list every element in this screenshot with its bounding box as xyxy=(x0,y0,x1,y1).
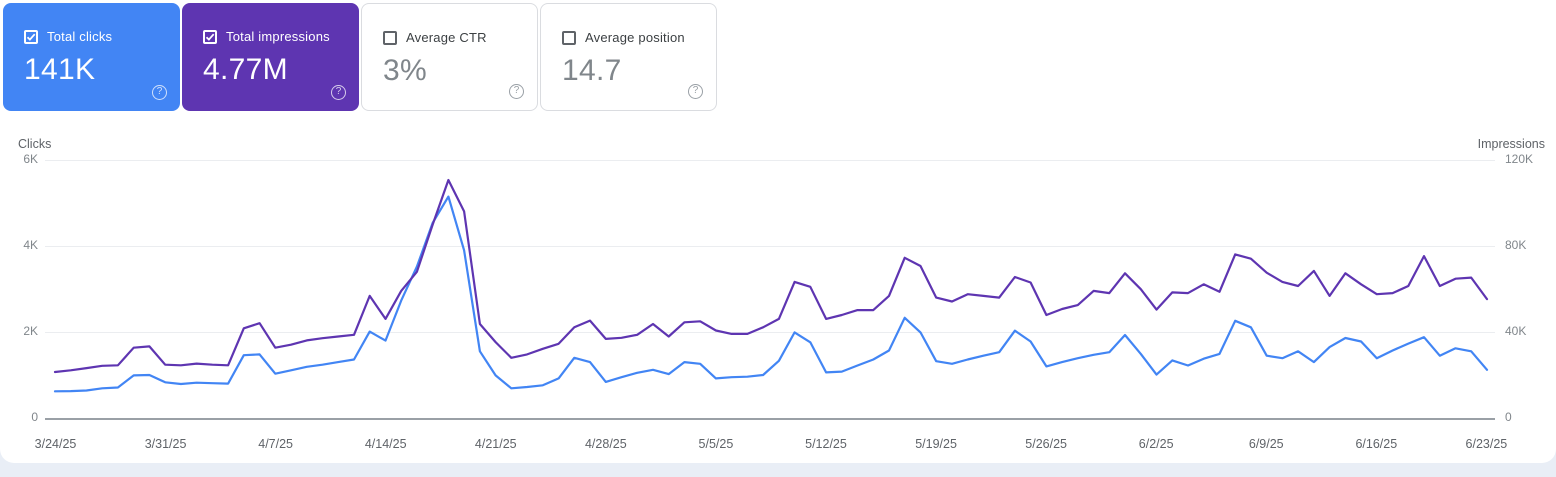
metric-card-average-ctr[interactable]: Average CTR 3% ? xyxy=(361,3,538,111)
x-axis-date-label: 3/24/25 xyxy=(34,437,77,451)
x-axis-date-label: 5/19/25 xyxy=(915,437,957,451)
metric-card-label: Total impressions xyxy=(226,29,330,44)
metric-card-label: Total clicks xyxy=(47,29,113,44)
zero-axis-line xyxy=(45,418,1495,420)
right-tick-label: 80K xyxy=(1505,238,1527,252)
left-tick-label: 2K xyxy=(23,324,38,338)
metric-card-value: 14.7 xyxy=(562,54,622,87)
metric-card-value: 4.77M xyxy=(203,53,288,86)
x-axis-date-label: 5/5/25 xyxy=(698,437,734,451)
performance-chart-svg[interactable] xyxy=(45,160,1495,418)
x-axis-date-label: 4/28/25 xyxy=(584,437,627,451)
help-icon[interactable]: ? xyxy=(688,84,703,99)
total-impressions-checkbox[interactable] xyxy=(203,29,217,44)
metric-card-label: Average CTR xyxy=(406,30,487,45)
right-tick-label: 0 xyxy=(1505,410,1512,424)
impressions-line xyxy=(53,178,1489,374)
metric-card-label: Average position xyxy=(585,30,685,45)
x-axis-date-label: 3/31/25 xyxy=(144,437,187,451)
right-tick-label: 40K xyxy=(1505,324,1527,338)
x-axis-date-label: 4/7/25 xyxy=(258,437,294,451)
metric-cards-row: Total clicks 141K ? Total impressions 4.… xyxy=(3,3,717,111)
metric-card-value: 3% xyxy=(383,54,427,87)
metric-card-value: 141K xyxy=(24,53,96,86)
x-axis-date-label: 4/21/25 xyxy=(474,437,517,451)
left-axis-title: Clicks xyxy=(18,137,52,151)
checkmark-icon xyxy=(26,33,36,41)
help-icon[interactable]: ? xyxy=(509,84,524,99)
average-ctr-checkbox[interactable] xyxy=(383,30,397,45)
x-axis-date-label: 4/14/25 xyxy=(364,437,407,451)
right-tick-label: 120K xyxy=(1505,152,1534,166)
x-axis-date-label: 6/23/25 xyxy=(1465,437,1508,451)
x-axis-date-label: 5/26/25 xyxy=(1025,437,1067,451)
x-axis-date-label: 5/12/25 xyxy=(805,437,847,451)
x-axis-date-label: 6/9/25 xyxy=(1248,437,1284,451)
metric-card-average-position[interactable]: Average position 14.7 ? xyxy=(540,3,717,111)
help-icon[interactable]: ? xyxy=(331,85,346,100)
gridline xyxy=(45,332,1495,333)
metric-card-total-clicks[interactable]: Total clicks 141K ? xyxy=(3,3,180,111)
left-tick-label: 4K xyxy=(23,238,38,252)
x-axis-date-label: 6/2/25 xyxy=(1138,437,1174,451)
x-axis-date-label: 6/16/25 xyxy=(1355,437,1398,451)
gridline xyxy=(45,160,1495,161)
checkmark-icon xyxy=(205,33,215,41)
card-header: Total clicks xyxy=(24,29,162,44)
help-icon[interactable]: ? xyxy=(152,85,167,100)
performance-panel: Total clicks 141K ? Total impressions 4.… xyxy=(0,0,1556,463)
left-tick-label: 6K xyxy=(23,152,38,166)
left-tick-label: 0 xyxy=(31,410,38,424)
right-axis-title: Impressions xyxy=(1477,137,1545,151)
metric-card-total-impressions[interactable]: Total impressions 4.77M ? xyxy=(182,3,359,111)
card-header: Average CTR xyxy=(383,30,519,45)
gridline xyxy=(45,246,1495,247)
card-header: Average position xyxy=(562,30,698,45)
total-clicks-checkbox[interactable] xyxy=(24,29,38,44)
clicks-line xyxy=(53,195,1489,393)
average-position-checkbox[interactable] xyxy=(562,30,576,45)
card-header: Total impressions xyxy=(203,29,341,44)
